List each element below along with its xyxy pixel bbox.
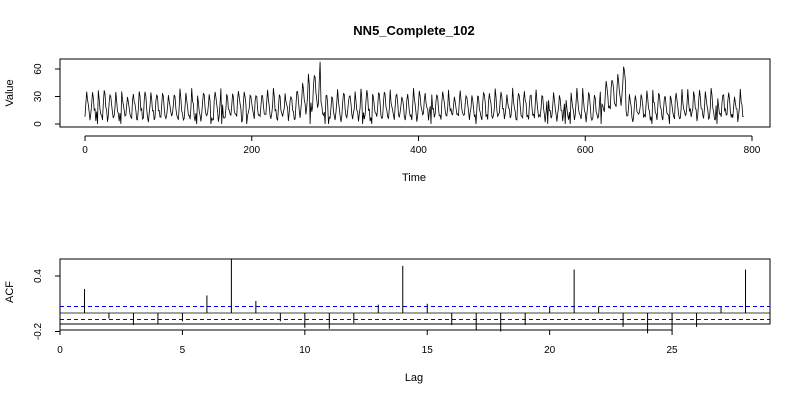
acf-y-axis: -0.2 0.4 [33,269,61,340]
acf-plot-frame [59,258,771,325]
acf-x-tick-label: 5 [180,345,186,356]
timeseries-x-tick-label: 200 [243,145,260,156]
timeseries-x-label: Time [402,172,426,184]
timeseries-y-tick-label: 30 [33,91,44,103]
timeseries-y-tick-label: 0 [33,121,44,127]
acf-x-tick-label: 20 [544,345,556,356]
acf-x-tick-label: 0 [57,345,63,356]
acf-bars [83,259,747,334]
acf-y-tick-label: -0.2 [33,322,44,340]
chart-title: NN5_Complete_102 [353,23,474,38]
timeseries-x-axis: 0 200 400 600 800 [82,135,761,156]
acf-x-axis: 0 5 10 15 20 25 [57,329,679,356]
timeseries-x-tick-label: 600 [577,145,594,156]
acf-x-tick-label: 15 [422,345,434,356]
timeseries-y-tick-label: 60 [33,63,44,75]
acf-x-tick-label: 25 [667,345,679,356]
acf-y-label: ACF [4,281,16,303]
timeseries-x-tick-label: 800 [744,145,761,156]
timeseries-line [84,61,744,125]
timeseries-y-label: Value [4,79,16,106]
acf-x-tick-label: 10 [299,345,311,356]
timeseries-y-axis: 0 30 60 [33,63,61,127]
acf-y-tick-label: 0.4 [33,269,44,283]
timeseries-x-tick-label: 400 [410,145,427,156]
timeseries-x-tick-label: 0 [82,145,88,156]
acf-x-label: Lag [405,372,423,384]
